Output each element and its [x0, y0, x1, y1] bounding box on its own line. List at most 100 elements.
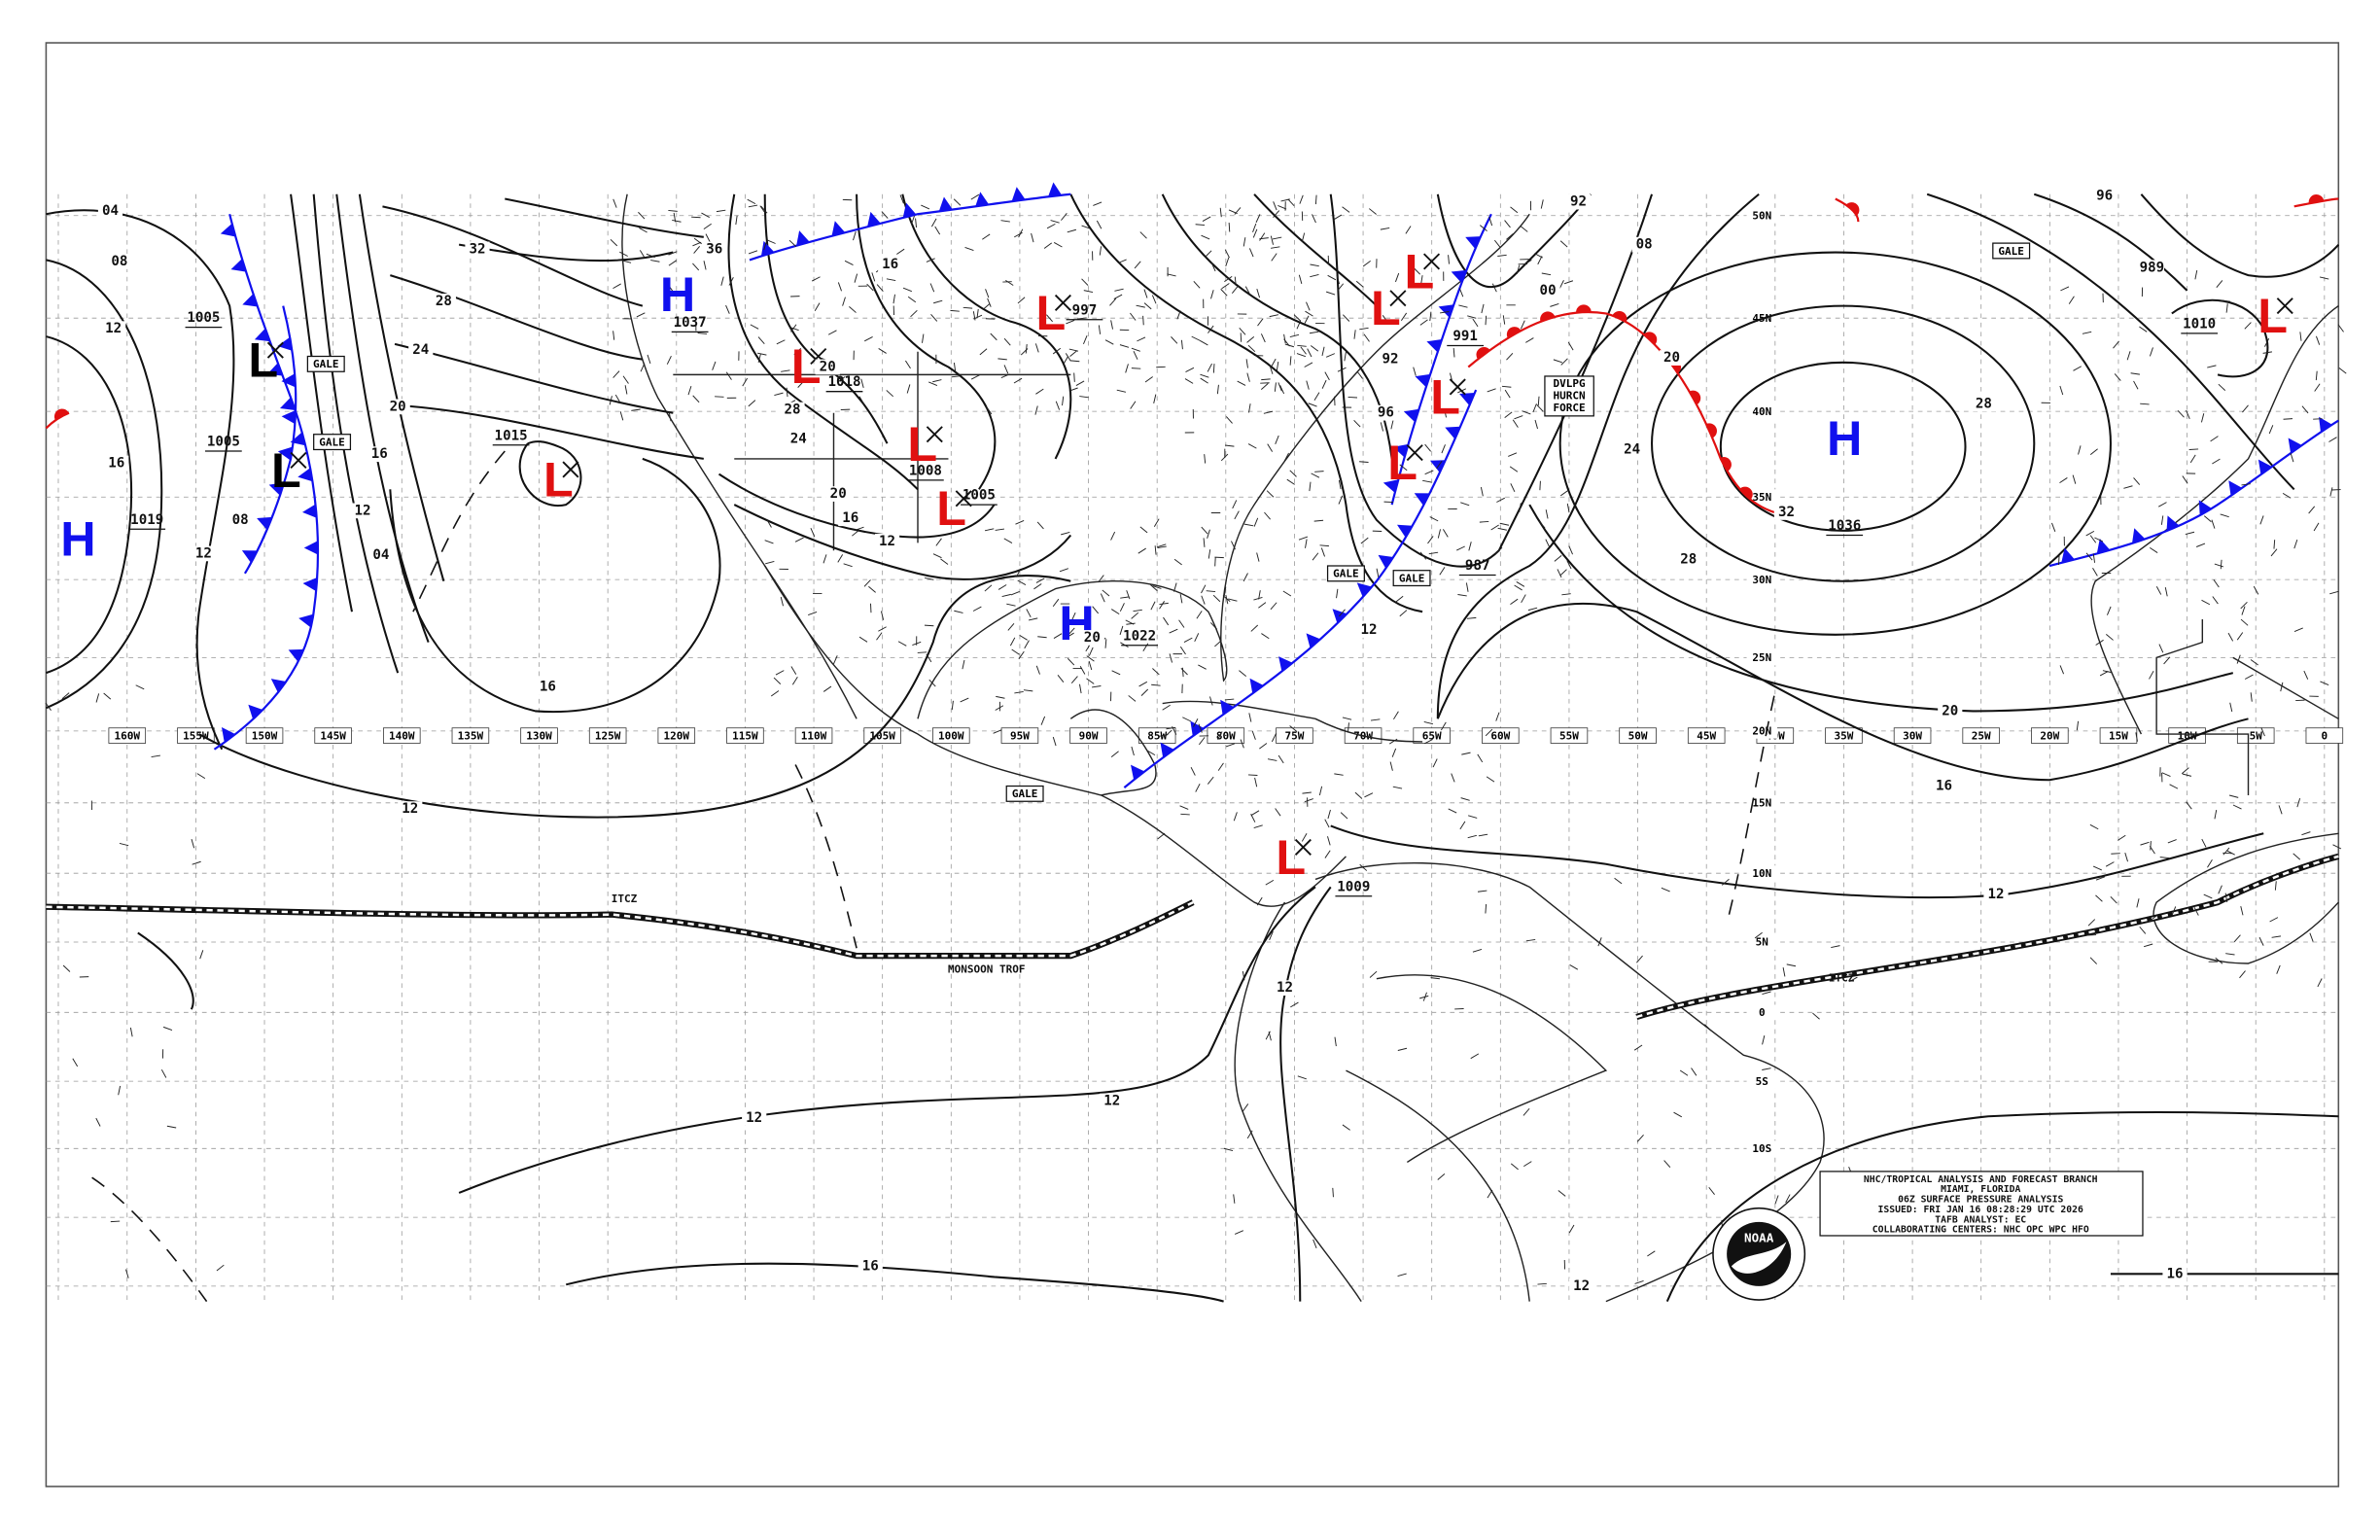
station-plot	[1109, 298, 1117, 306]
station-plot	[1558, 280, 1564, 289]
front-barb	[2258, 459, 2272, 475]
station-plot	[928, 679, 936, 687]
station-plot	[1217, 762, 1224, 771]
station-plot	[2085, 552, 2093, 561]
station-plot	[610, 238, 618, 247]
station-plot	[1050, 220, 1060, 224]
station-plot	[930, 218, 937, 228]
front-barb	[2228, 480, 2243, 496]
station-plot	[1440, 721, 1447, 731]
station-plot	[1154, 545, 1157, 555]
station-plot	[1212, 364, 1215, 373]
station-plot	[1254, 777, 1258, 788]
station-plot	[1178, 619, 1185, 628]
station-plot	[1344, 351, 1347, 362]
isobar-label-bg	[1620, 441, 1645, 458]
station-plot	[1208, 325, 1214, 333]
front-barb	[902, 202, 917, 219]
station-plot	[1485, 315, 1488, 326]
station-plot	[1279, 385, 1285, 395]
station-plot	[797, 380, 805, 388]
station-plot	[1522, 410, 1531, 415]
station-plot	[2143, 943, 2153, 948]
station-plot	[960, 697, 969, 703]
station-plot	[1143, 289, 1148, 298]
front-barb	[254, 328, 270, 342]
station-plot	[1554, 555, 1562, 562]
station-plot	[2148, 915, 2157, 923]
station-plot	[1261, 633, 1270, 640]
front-barb	[220, 223, 236, 237]
station-plot	[1180, 667, 1188, 676]
station-plot	[703, 261, 707, 270]
station-plot	[1250, 810, 1260, 817]
central-pressure: 1005	[962, 488, 996, 504]
station-plot	[129, 1027, 133, 1037]
station-plot	[1201, 234, 1210, 240]
station-plot	[1479, 225, 1488, 231]
longitude-label: 135W	[458, 729, 484, 742]
station-plot	[1081, 278, 1089, 286]
station-plot	[915, 218, 917, 228]
station-plot	[1559, 240, 1568, 248]
station-plot	[1256, 288, 1261, 298]
station-plot	[2130, 372, 2140, 375]
station-plot	[789, 327, 799, 332]
convergence-zones	[46, 853, 2340, 1021]
isobar-label: 12	[105, 321, 122, 336]
station-plot	[1034, 343, 1039, 353]
center-mark	[562, 461, 579, 478]
station-plot	[2182, 475, 2188, 484]
station-plot	[1179, 593, 1183, 604]
station-plot	[1557, 569, 1562, 578]
station-plot	[1214, 556, 1216, 567]
station-plot	[1289, 470, 1297, 477]
station-plot	[1360, 537, 1369, 544]
isobar	[1069, 193, 1423, 613]
station-plot	[1031, 232, 1034, 243]
isobar-label-bg	[107, 254, 132, 269]
station-plot	[1466, 616, 1477, 619]
station-plot	[1334, 773, 1344, 776]
station-plot	[1276, 362, 1279, 371]
longitude-label-box	[1550, 727, 1589, 744]
station-plot	[2089, 535, 2097, 543]
station-plot	[1205, 250, 1212, 258]
latitude-label: 5N	[1756, 936, 1768, 949]
isobar	[518, 440, 582, 508]
pressure-center: L	[2258, 288, 2288, 343]
station-plot	[1561, 593, 1571, 596]
itcz	[1635, 853, 2340, 1021]
station-plot	[1391, 748, 1397, 757]
station-plot	[1538, 520, 1546, 529]
station-plot	[1488, 216, 1493, 227]
station-plot	[2313, 522, 2320, 532]
station-plot	[837, 376, 846, 383]
longitude-label: 75W	[1284, 729, 1304, 742]
longitude-label-box	[1825, 727, 1863, 744]
station-plot	[1260, 383, 1269, 390]
front-barb	[1278, 656, 1293, 672]
station-plot	[886, 390, 894, 398]
station-plot	[1207, 776, 1214, 785]
station-plot	[1340, 812, 1348, 820]
station-plot	[614, 394, 621, 403]
station-plot	[703, 223, 712, 230]
station-plot	[986, 406, 993, 415]
station-plot	[1419, 995, 1429, 999]
station-plot	[1259, 743, 1268, 750]
station-plot	[1035, 388, 1044, 395]
station-plot	[1015, 519, 1025, 525]
station-plot	[791, 676, 798, 685]
latitude-label: 40N	[1752, 405, 1771, 418]
station-plot	[954, 610, 963, 613]
front-barb	[302, 578, 318, 592]
isobar	[1436, 602, 2249, 782]
station-plot	[1321, 379, 1327, 389]
station-plot	[993, 729, 1002, 734]
station-plot	[1153, 518, 1160, 528]
front-barb	[230, 259, 247, 272]
station-plot	[1171, 336, 1178, 344]
isobar-label-bg	[104, 455, 129, 472]
station-plot	[1223, 1147, 1234, 1152]
